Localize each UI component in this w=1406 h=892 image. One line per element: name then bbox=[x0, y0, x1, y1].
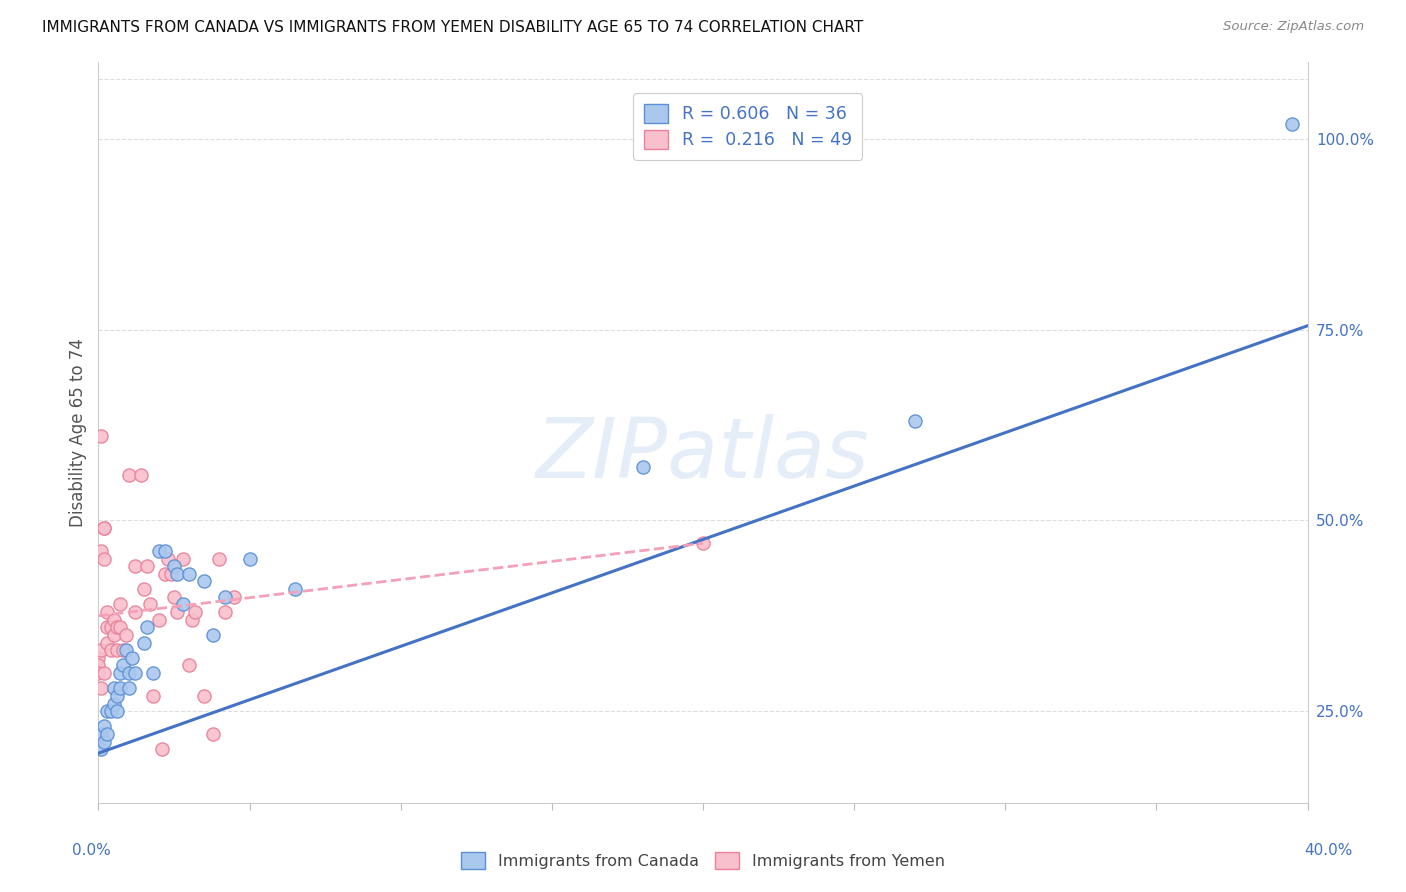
Point bbox=[90, 681, 112, 696]
Point bbox=[150, 742, 173, 756]
Text: 0.0%: 0.0% bbox=[72, 843, 111, 858]
Point bbox=[202, 727, 225, 741]
Point bbox=[105, 689, 128, 703]
Point bbox=[105, 620, 128, 634]
Point bbox=[193, 689, 215, 703]
Point bbox=[93, 719, 115, 733]
Point bbox=[87, 658, 110, 673]
Legend: Immigrants from Canada, Immigrants from Yemen: Immigrants from Canada, Immigrants from … bbox=[456, 846, 950, 875]
Point bbox=[105, 704, 128, 718]
Point bbox=[160, 566, 183, 581]
Point bbox=[124, 666, 146, 681]
Point bbox=[93, 666, 115, 681]
Point bbox=[214, 605, 236, 619]
Point bbox=[284, 582, 307, 596]
Point bbox=[124, 559, 146, 574]
Point bbox=[93, 521, 115, 535]
Point bbox=[239, 551, 262, 566]
Point bbox=[118, 467, 141, 482]
Point bbox=[108, 620, 131, 634]
Point bbox=[135, 620, 157, 634]
Point bbox=[103, 681, 125, 696]
Point bbox=[105, 643, 128, 657]
Point bbox=[148, 613, 170, 627]
Point bbox=[100, 620, 122, 634]
Point bbox=[103, 628, 125, 642]
Text: Source: ZipAtlas.com: Source: ZipAtlas.com bbox=[1223, 20, 1364, 33]
Point bbox=[114, 643, 136, 657]
Point bbox=[166, 605, 188, 619]
Point bbox=[179, 658, 201, 673]
Point bbox=[93, 521, 115, 535]
Point bbox=[214, 590, 236, 604]
Point bbox=[90, 643, 112, 657]
Point bbox=[87, 666, 110, 681]
Point bbox=[93, 735, 115, 749]
Point bbox=[153, 544, 176, 558]
Point bbox=[90, 544, 112, 558]
Point bbox=[142, 689, 165, 703]
Point bbox=[172, 598, 194, 612]
Point bbox=[96, 635, 118, 649]
Point bbox=[96, 620, 118, 634]
Point bbox=[108, 681, 131, 696]
Point bbox=[96, 727, 118, 741]
Point bbox=[124, 605, 146, 619]
Point bbox=[111, 643, 134, 657]
Point bbox=[139, 598, 162, 612]
Point bbox=[87, 650, 110, 665]
Point bbox=[172, 551, 194, 566]
Point bbox=[208, 551, 231, 566]
Point bbox=[100, 704, 122, 718]
Point bbox=[93, 551, 115, 566]
Point bbox=[103, 613, 125, 627]
Point bbox=[108, 598, 131, 612]
Legend: R = 0.606   N = 36, R =  0.216   N = 49: R = 0.606 N = 36, R = 0.216 N = 49 bbox=[633, 94, 862, 160]
Point bbox=[135, 559, 157, 574]
Point bbox=[114, 628, 136, 642]
Point bbox=[103, 697, 125, 711]
Point bbox=[184, 605, 207, 619]
Point bbox=[153, 566, 176, 581]
Point bbox=[1281, 116, 1303, 130]
Point bbox=[118, 681, 141, 696]
Point bbox=[163, 559, 186, 574]
Point bbox=[904, 414, 927, 428]
Point bbox=[121, 650, 143, 665]
Point bbox=[224, 590, 246, 604]
Point bbox=[132, 635, 155, 649]
Point bbox=[90, 742, 112, 756]
Point bbox=[692, 536, 714, 550]
Point bbox=[118, 666, 141, 681]
Point bbox=[148, 544, 170, 558]
Point bbox=[108, 666, 131, 681]
Point bbox=[156, 551, 179, 566]
Point bbox=[90, 429, 112, 443]
Y-axis label: Disability Age 65 to 74: Disability Age 65 to 74 bbox=[69, 338, 87, 527]
Point bbox=[202, 628, 225, 642]
Point bbox=[132, 582, 155, 596]
Point bbox=[181, 613, 204, 627]
Point bbox=[193, 574, 215, 589]
Point bbox=[129, 467, 152, 482]
Point bbox=[142, 666, 165, 681]
Text: IMMIGRANTS FROM CANADA VS IMMIGRANTS FROM YEMEN DISABILITY AGE 65 TO 74 CORRELAT: IMMIGRANTS FROM CANADA VS IMMIGRANTS FRO… bbox=[42, 20, 863, 35]
Point bbox=[111, 658, 134, 673]
Point bbox=[96, 704, 118, 718]
Point bbox=[163, 590, 186, 604]
Point bbox=[90, 727, 112, 741]
Text: 40.0%: 40.0% bbox=[1305, 843, 1353, 858]
Point bbox=[100, 643, 122, 657]
Point bbox=[179, 566, 201, 581]
Point bbox=[166, 566, 188, 581]
Point bbox=[96, 605, 118, 619]
Point bbox=[631, 460, 654, 475]
Text: ZIPatlas: ZIPatlas bbox=[536, 414, 870, 495]
